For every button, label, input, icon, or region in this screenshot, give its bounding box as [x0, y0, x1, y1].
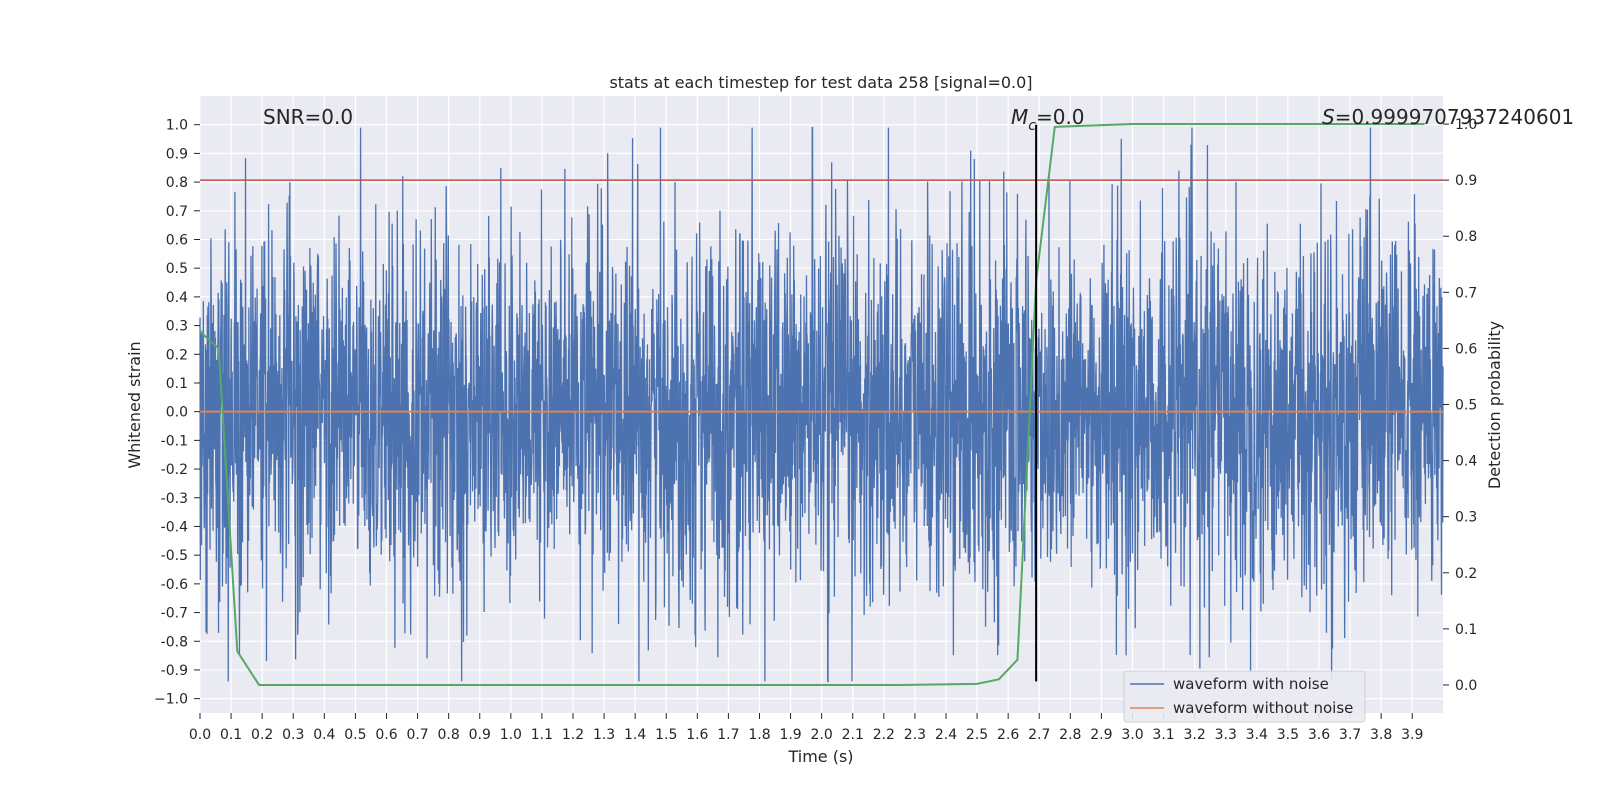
x-tick-label: 0.1: [220, 727, 242, 743]
x-tick-label: 2.8: [1059, 727, 1081, 743]
x-tick-label: 3.7: [1339, 727, 1361, 743]
x-tick-label: 1.1: [531, 727, 553, 743]
y2-tick-label: 0.3: [1455, 510, 1477, 526]
y-tick-label: -0.5: [161, 548, 188, 564]
y-tick-label: −1.0: [154, 692, 188, 708]
x-tick-label: 3.3: [1215, 727, 1237, 743]
y2-tick-label: 0.6: [1455, 341, 1477, 357]
y-tick-label: 1.0: [166, 118, 188, 134]
x-tick-label: 1.0: [500, 727, 522, 743]
y-tick-label: 0.3: [166, 319, 188, 335]
y2-tick-label: 0.5: [1455, 398, 1477, 414]
y-tick-label: 0.6: [166, 232, 188, 248]
y-tick-label: -0.1: [161, 433, 188, 449]
x-tick-label: 0.9: [469, 727, 491, 743]
y-tick-label: 0.2: [166, 347, 188, 363]
y-tick-label: 0.4: [166, 290, 188, 306]
x-tick-label: 0.3: [282, 727, 304, 743]
x-tick-label: 0.7: [406, 727, 428, 743]
y2-tick-label: 0.1: [1455, 622, 1477, 638]
y-axis-title: Whitened strain: [125, 341, 144, 468]
y-tick-label: -0.2: [161, 462, 188, 478]
x-tick-label: 2.6: [997, 727, 1019, 743]
x-tick-label: 3.6: [1308, 727, 1330, 743]
x-tick-label: 3.1: [1152, 727, 1174, 743]
y-tick-label: -0.8: [161, 634, 188, 650]
x-axis-title: Time (s): [787, 747, 853, 766]
x-tick-label: 1.4: [624, 727, 646, 743]
y-tick-label: 0.8: [166, 175, 188, 191]
chirp-mass-annotation: Mc=0.0: [1011, 105, 1085, 134]
x-tick-label: 2.4: [935, 727, 957, 743]
x-tick-label: 3.4: [1246, 727, 1268, 743]
x-tick-label: 2.3: [904, 727, 926, 743]
x-tick-label: 1.2: [562, 727, 584, 743]
x-tick-label: 3.8: [1370, 727, 1392, 743]
legend: waveform with noise waveform without noi…: [1123, 670, 1366, 723]
x-tick-label: 0.8: [438, 727, 460, 743]
waveform-with-noise-line: [199, 126, 1444, 683]
x-tick-label: 1.5: [655, 727, 677, 743]
y-tick-label: 0.5: [166, 261, 188, 277]
y2-axis-title: Detection probability: [1485, 321, 1504, 489]
y2-tick-label: 0.9: [1455, 173, 1477, 189]
y2-tick-label: 0.4: [1455, 454, 1477, 470]
x-tick-label: 3.5: [1277, 727, 1299, 743]
x-tick-label: 2.0: [811, 727, 833, 743]
y-tick-label: -0.7: [161, 606, 188, 622]
x-tick-label: 0.0: [189, 727, 211, 743]
y-axis-right: 0.0 0.1 0.2 0.3 0.4 0.5 0.6 0.7 0.8 0.9 1.0: [1443, 117, 1477, 694]
snr-annotation: SNR=0.0: [263, 105, 353, 129]
y2-tick-label: 0.2: [1455, 566, 1477, 582]
x-tick-label: 1.8: [748, 727, 770, 743]
x-tick-label: 1.9: [779, 727, 801, 743]
score-annotation: S=0.9999707937240601: [1322, 105, 1574, 129]
x-tick-label: 1.7: [717, 727, 739, 743]
x-axis: 0.0 0.1 0.2 0.3 0.4 0.5 0.6 0.7 0.8 0.9 1.0 1.1 1.2 1…: [189, 713, 1423, 743]
x-tick-label: 2.9: [1090, 727, 1112, 743]
y-tick-label: -0.3: [161, 491, 188, 507]
legend-label-clean: waveform without noise: [1173, 699, 1353, 717]
detection-probability-line: [199, 123, 1425, 686]
x-tick-label: 0.4: [313, 727, 335, 743]
x-tick-label: 3.0: [1121, 727, 1143, 743]
x-tick-label: 1.6: [686, 727, 708, 743]
y-tick-label: -0.4: [161, 519, 188, 535]
y-tick-label: 0.0: [166, 405, 188, 421]
x-tick-label: 2.1: [842, 727, 864, 743]
y2-tick-label: 0.0: [1455, 678, 1477, 694]
legend-label-noise: waveform with noise: [1173, 675, 1329, 693]
y2-tick-label: 0.8: [1455, 229, 1477, 245]
y-tick-label: -0.9: [161, 663, 188, 679]
x-tick-label: 2.5: [966, 727, 988, 743]
x-tick-label: 1.3: [593, 727, 615, 743]
x-tick-label: 0.2: [251, 727, 273, 743]
y-tick-label: 0.7: [166, 204, 188, 220]
x-tick-label: 0.6: [375, 727, 397, 743]
y-tick-label: 0.9: [166, 146, 188, 162]
y2-tick-label: 0.7: [1455, 285, 1477, 301]
x-tick-label: 2.7: [1028, 727, 1050, 743]
chart-title: stats at each timestep for test data 258…: [609, 73, 1032, 92]
x-tick-label: 2.2: [873, 727, 895, 743]
y-axis-left: 1.0 0.9 0.8 0.7 0.6 0.5 0.4 0.3 0.2 0.1 0.0 -0.1 -0.…: [154, 118, 200, 708]
x-tick-label: 3.2: [1184, 727, 1206, 743]
y-tick-label: -0.6: [161, 577, 188, 593]
x-tick-label: 3.9: [1401, 727, 1423, 743]
waveform-with-noise-series: [199, 126, 1444, 683]
overlay-lines: [199, 123, 1443, 686]
y-tick-label: 0.1: [166, 376, 188, 392]
legend-box: [1123, 670, 1366, 723]
x-tick-label: 0.5: [344, 727, 366, 743]
y2-tick-label: 1.0: [1455, 117, 1477, 133]
